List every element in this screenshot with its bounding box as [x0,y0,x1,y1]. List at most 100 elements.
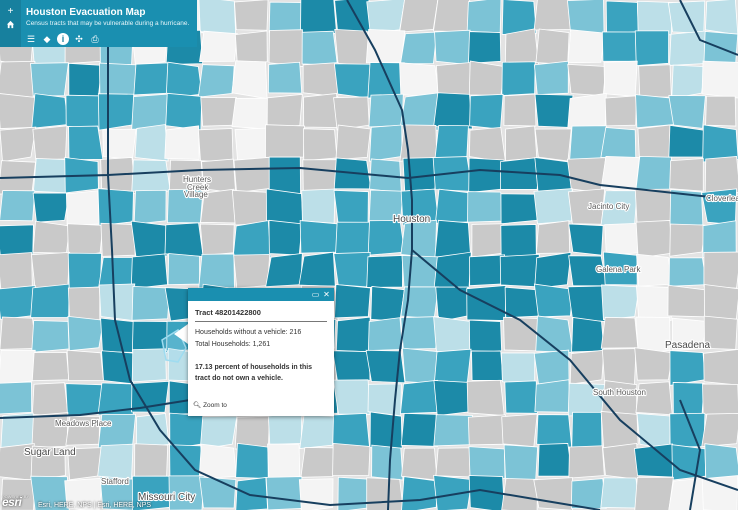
census-tract[interactable] [268,29,304,67]
census-tract[interactable] [704,443,738,479]
census-tract[interactable] [300,447,336,478]
census-tract[interactable] [365,349,406,384]
census-tract[interactable] [303,128,338,162]
census-tract[interactable] [367,317,404,351]
census-tract[interactable] [332,350,371,383]
census-tract[interactable] [333,189,369,227]
census-tract[interactable] [636,413,672,450]
census-tract[interactable] [400,219,437,259]
census-tract[interactable] [67,315,104,352]
census-tract[interactable] [198,0,237,36]
census-tract[interactable] [433,316,471,354]
census-tract[interactable] [234,0,269,31]
census-tract[interactable] [568,445,605,479]
census-tract[interactable] [30,283,70,318]
census-tract[interactable] [467,414,507,446]
census-tract[interactable] [232,220,272,259]
census-tract[interactable] [266,93,303,129]
census-tract[interactable] [701,412,738,448]
census-tract[interactable] [0,285,36,320]
census-tract[interactable] [635,285,673,321]
census-tract[interactable] [335,124,371,161]
census-tract[interactable] [534,93,574,128]
census-tract[interactable] [100,222,136,257]
census-tract[interactable] [371,444,404,481]
census-tract[interactable] [31,412,69,449]
census-tract[interactable] [703,251,738,289]
census-tract[interactable] [534,128,572,162]
census-tract[interactable] [400,316,440,350]
census-tract[interactable] [604,222,641,256]
census-tract[interactable] [468,319,503,354]
census-tract[interactable] [704,156,738,193]
census-tract[interactable] [233,156,271,194]
census-tract[interactable] [367,62,405,99]
census-tract[interactable] [0,252,33,290]
census-tract[interactable] [332,442,371,476]
census-tract[interactable] [68,62,103,99]
census-tract[interactable] [369,411,403,449]
census-tract[interactable] [0,190,36,222]
census-tract[interactable] [301,30,338,66]
census-tract[interactable] [635,381,673,416]
census-tract[interactable] [634,188,673,224]
census-tract[interactable] [601,284,640,321]
census-tract[interactable] [267,443,301,481]
census-tract[interactable] [600,477,641,509]
census-tract[interactable] [433,414,473,447]
census-tract[interactable] [466,0,502,34]
census-tract[interactable] [503,93,537,127]
census-tract[interactable] [504,286,540,319]
census-tract[interactable] [501,478,538,510]
census-tract[interactable] [567,0,605,35]
census-tract[interactable] [401,476,439,510]
census-tract[interactable] [130,253,168,290]
census-tract[interactable] [267,61,303,94]
census-tract[interactable] [533,283,574,318]
census-tract[interactable] [468,60,506,96]
census-tract[interactable] [298,251,336,288]
census-tract[interactable] [334,284,371,319]
census-tract[interactable] [265,252,303,288]
census-tract[interactable] [135,413,170,448]
census-tract[interactable] [668,30,707,66]
census-tract[interactable] [668,95,706,129]
census-tract[interactable] [169,412,205,450]
census-tract[interactable] [399,379,438,415]
census-tract[interactable] [197,64,235,98]
census-tract[interactable] [67,286,101,321]
census-tract[interactable] [334,0,373,33]
census-tract[interactable] [31,320,70,353]
census-tract[interactable] [234,30,268,65]
census-tract[interactable] [98,283,136,321]
census-tract[interactable] [535,220,571,254]
census-tract[interactable] [672,382,705,417]
census-tract[interactable] [600,127,637,160]
census-tract[interactable] [267,411,303,445]
census-tract[interactable] [265,476,305,510]
census-tract[interactable] [0,93,37,129]
census-tract[interactable] [65,190,100,226]
census-tract[interactable] [199,415,238,450]
census-tract[interactable] [134,443,169,477]
census-tract[interactable] [369,124,403,162]
census-tract[interactable] [703,349,738,386]
census-tract[interactable] [634,476,674,510]
census-tract[interactable] [366,477,404,510]
census-tract[interactable] [401,447,438,481]
census-tract[interactable] [198,253,235,289]
census-tract[interactable] [637,124,672,159]
census-tract[interactable] [433,474,473,510]
census-tract[interactable] [537,443,573,477]
census-tract[interactable] [668,124,706,158]
census-tract[interactable] [635,94,675,129]
census-tract[interactable] [433,251,472,290]
census-tract[interactable] [0,126,37,163]
census-tract[interactable] [167,188,204,224]
census-tract[interactable] [231,189,268,226]
census-tract[interactable] [169,444,204,481]
close-icon[interactable]: ✕ [323,290,330,299]
census-tract[interactable] [701,475,738,510]
census-tract[interactable] [399,0,439,33]
census-tract[interactable] [268,156,301,195]
